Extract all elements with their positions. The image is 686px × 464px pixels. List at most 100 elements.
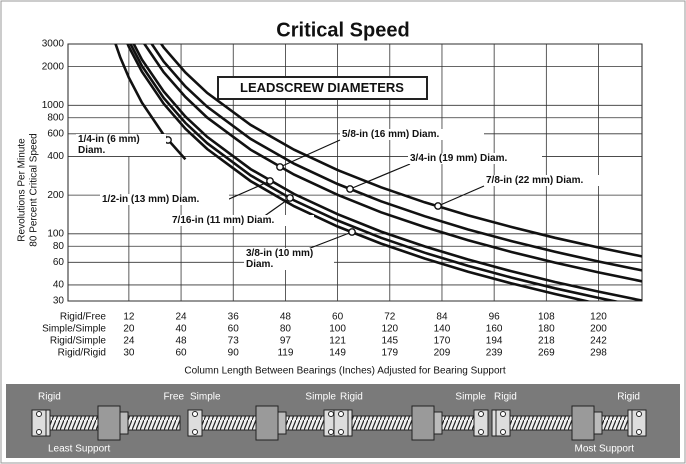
x-tick-label: 242 [590, 336, 607, 347]
nut-flange [433, 411, 443, 435]
x-tick-label: 96 [489, 312, 501, 323]
bearing-ball [338, 429, 344, 435]
y-tick-label: 30 [53, 296, 65, 307]
x-tick-label: 40 [175, 324, 187, 335]
bearing-ball [36, 429, 42, 435]
x-tick-label: 100 [329, 324, 346, 335]
x-tick-label: 121 [329, 336, 346, 347]
x-tick-label: 170 [434, 336, 451, 347]
bearing-ball [192, 429, 198, 435]
bearing [631, 409, 647, 437]
y-axis-title: 80 Percent Critical Speed [29, 133, 40, 246]
support-scale-label: Most Support [575, 444, 635, 455]
nut [97, 405, 121, 441]
x-tick-label: 269 [538, 348, 555, 359]
x-tick-label: 209 [434, 348, 451, 359]
y-tick-label: 60 [53, 257, 65, 268]
bearing [31, 409, 47, 437]
bearing-ball [636, 429, 642, 435]
series-line [159, 44, 642, 258]
annotation-point [434, 202, 442, 210]
nut [411, 405, 435, 441]
bearing-ball [328, 411, 334, 417]
y-tick-label: 400 [47, 151, 64, 162]
x-tick-label: 20 [123, 324, 135, 335]
leader-line [437, 185, 485, 207]
bearing-ball [478, 429, 484, 435]
x-tick-label: 90 [228, 348, 240, 359]
series-line [132, 44, 642, 301]
support-label: Simple [455, 392, 486, 403]
x-tick-label: 298 [590, 348, 607, 359]
bearing-ball [36, 411, 42, 417]
bearing [333, 409, 349, 437]
support-scale-label: Least Support [48, 444, 110, 455]
y-tick-label: 2000 [42, 61, 65, 72]
x-tick-label: 36 [228, 312, 240, 323]
legend-box [217, 76, 428, 100]
x-tick-label: 12 [123, 312, 135, 323]
nut-flange [119, 411, 129, 435]
support-label: Simple [190, 392, 221, 403]
annotation-point [266, 177, 274, 185]
x-tick-label: 60 [175, 348, 187, 359]
x-tick-label: 97 [280, 336, 292, 347]
x-tick-label: 24 [175, 312, 187, 323]
x-tick-label: 84 [436, 312, 448, 323]
nut-flange [593, 411, 603, 435]
x-tick-label: 149 [329, 348, 346, 359]
x-tick-label: 108 [538, 312, 555, 323]
y-tick-label: 600 [47, 128, 64, 139]
legend-title: LEADSCREW DIAMETERS [240, 80, 404, 95]
series-label: 1/2-in (13 mm) Diam. [100, 194, 229, 205]
x-tick-label: 73 [228, 336, 240, 347]
series-label: 1/4-in (6 mm) Diam. [76, 134, 166, 156]
x-tick-label: 80 [280, 324, 292, 335]
y-tick-label: 800 [47, 112, 64, 123]
annotation-point [286, 194, 294, 202]
y-tick-label: 40 [53, 280, 65, 291]
x-tick-label: 239 [486, 348, 503, 359]
x-tick-label: 60 [332, 312, 344, 323]
chart-title: Critical Speed [276, 19, 409, 41]
series-line [126, 44, 592, 301]
x-tick-label: 200 [590, 324, 607, 335]
series-line [142, 44, 642, 283]
x-row-name: Simple/Simple [42, 324, 106, 335]
support-label: Rigid [494, 392, 517, 403]
series-label: 7/8-in (22 mm) Diam. [484, 175, 618, 186]
x-tick-label: 48 [280, 312, 292, 323]
y-tick-label: 3000 [42, 39, 65, 50]
nut [255, 405, 279, 441]
x-tick-label: 145 [381, 336, 398, 347]
y-tick-label: 200 [47, 190, 64, 201]
x-row-name: Rigid/Simple [50, 336, 107, 347]
x-row-name: Rigid/Rigid [58, 348, 106, 359]
bearing-ball [328, 429, 334, 435]
support-label: Rigid [617, 392, 640, 403]
leader-line [349, 163, 411, 190]
x-tick-label: 120 [381, 324, 398, 335]
annotation-point [276, 163, 284, 171]
x-row-name: Rigid/Free [60, 312, 107, 323]
support-label: Free [163, 392, 184, 403]
y-tick-label: 100 [47, 228, 64, 239]
x-tick-label: 218 [538, 336, 555, 347]
bearing-ball [478, 411, 484, 417]
nut [571, 405, 595, 441]
y-tick-label: 80 [53, 241, 65, 252]
x-axis-title: Column Length Between Bearings (Inches) … [184, 366, 506, 377]
support-label: Rigid [38, 392, 61, 403]
bearing-ball [192, 411, 198, 417]
x-tick-label: 119 [277, 348, 293, 359]
x-tick-label: 72 [384, 312, 396, 323]
series-label: 3/4-in (19 mm) Diam. [408, 153, 542, 164]
x-tick-label: 194 [486, 336, 503, 347]
x-tick-label: 140 [434, 324, 451, 335]
bearing-ball [500, 411, 506, 417]
annotation-point [346, 185, 354, 193]
support-label: Rigid [340, 392, 363, 403]
